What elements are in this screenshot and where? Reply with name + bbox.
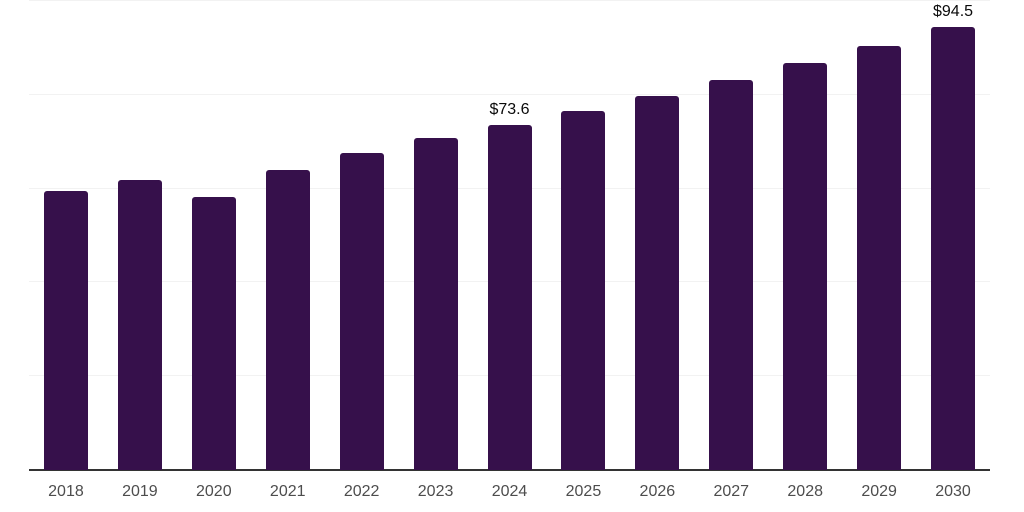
x-tick-2020: 2020 — [196, 483, 232, 500]
x-axis-line — [29, 469, 990, 471]
x-tick-2018: 2018 — [48, 483, 84, 500]
bar-2023[interactable] — [413, 138, 458, 470]
bar-2025[interactable] — [561, 110, 606, 470]
bar-2026[interactable] — [635, 96, 680, 470]
x-tick-2019: 2019 — [122, 483, 158, 500]
x-tick-2021: 2021 — [269, 483, 306, 500]
data-label-2024: $73.6 — [489, 100, 530, 118]
bar-2027[interactable] — [709, 80, 754, 470]
gridline-80 — [29, 93, 990, 95]
x-tick-2028: 2028 — [787, 483, 823, 500]
bar-2028[interactable] — [783, 62, 828, 470]
x-axis-labels: 2018 2019 2020 2021 2022 2023 2024 2025 2026 2027… — [29, 484, 990, 504]
x-tick-2030: 2030 — [935, 483, 971, 500]
bar-2029[interactable] — [857, 45, 902, 470]
bar-2022[interactable] — [339, 152, 384, 470]
x-tick-2027: 2027 — [713, 483, 750, 500]
x-tick-2029: 2029 — [861, 483, 897, 500]
bar-2018[interactable] — [43, 190, 88, 470]
x-tick-2022: 2022 — [343, 483, 380, 500]
bar-2024[interactable] — [487, 124, 532, 470]
x-tick-2023: 2023 — [417, 483, 454, 500]
x-tick-2026: 2026 — [639, 483, 676, 500]
bar-2030[interactable] — [931, 26, 976, 470]
data-label-2030: $94.5 — [933, 2, 974, 20]
x-tick-2024: 2024 — [491, 483, 528, 500]
bar-2019[interactable] — [117, 179, 162, 470]
bar-2020[interactable] — [191, 196, 236, 470]
x-tick-2025: 2025 — [565, 483, 602, 500]
gridline-100 — [29, 0, 990, 1]
bar-2021[interactable] — [265, 170, 310, 470]
plot-area: $73.6 $94.5 — [29, 0, 990, 471]
